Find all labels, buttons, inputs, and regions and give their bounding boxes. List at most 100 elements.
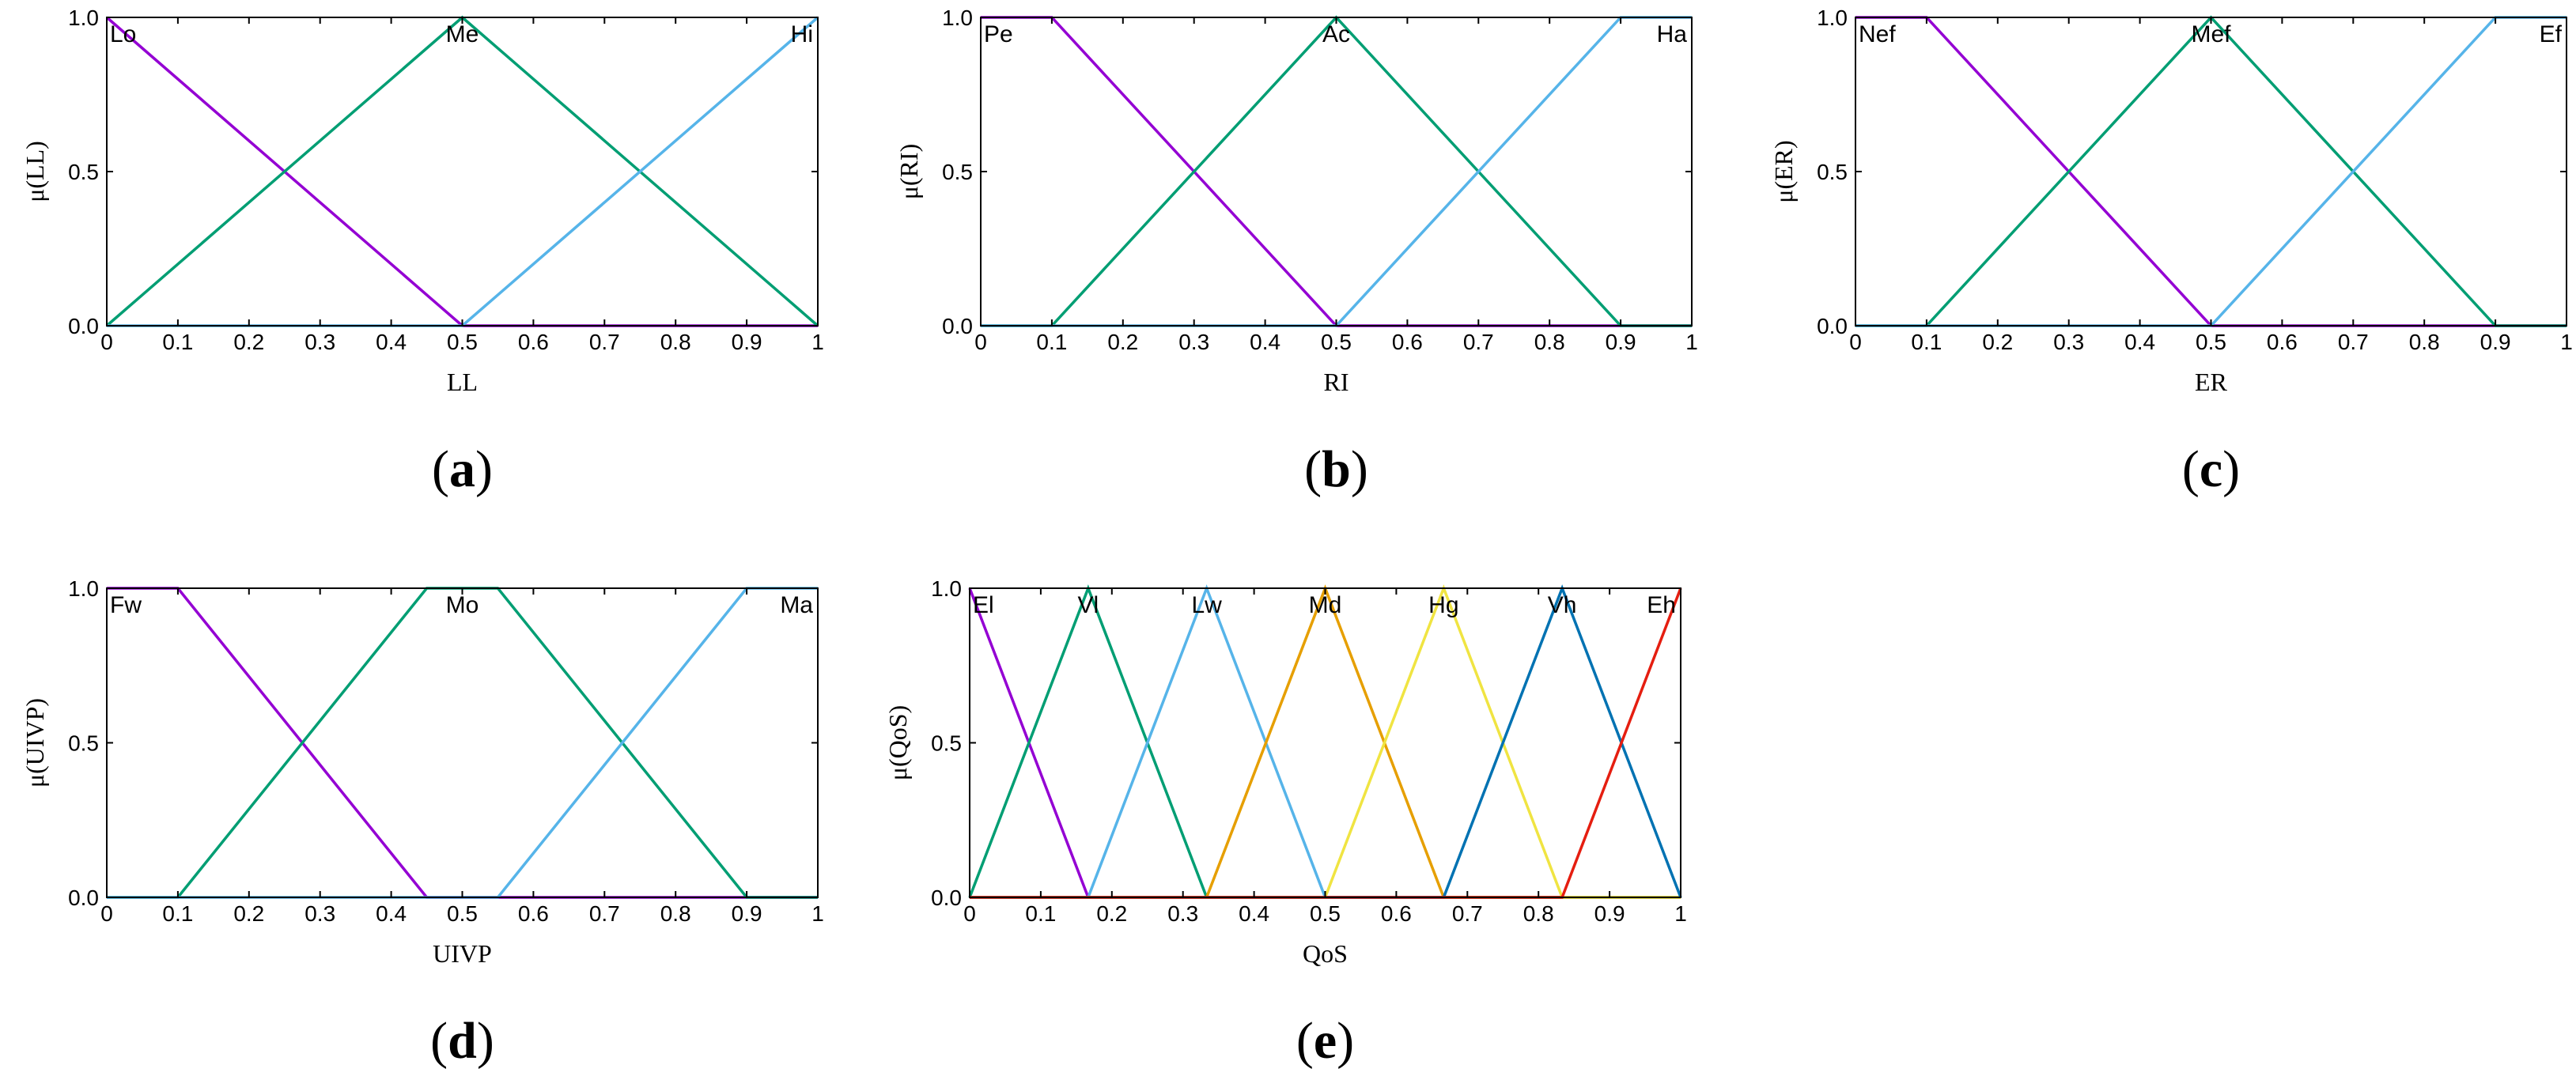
x-tick-label: 0.8 xyxy=(1534,330,1565,354)
chart-panel-e: 0 0.1 0.2 0.3 0.4 0.5 0.6 0.7 0.8 0.9 1 0.0 0.5 1.0 El… xyxy=(883,576,1687,1070)
x-tick-label: 0.9 xyxy=(2480,330,2511,354)
mf-label-lo: Lo xyxy=(110,21,136,47)
y-tick-label: 0.5 xyxy=(68,160,99,184)
x-tick-label: 0.4 xyxy=(376,330,407,354)
x-tick-label: 0.4 xyxy=(1239,901,1269,926)
x-tick-label: 0.5 xyxy=(2196,330,2226,354)
series-line-me xyxy=(105,15,819,327)
chart-panel-a: 0 0.1 0.2 0.3 0.4 0.5 0.6 0.7 0.8 0.9 1 0.0 0.5 1.0 Lo… xyxy=(21,6,824,498)
x-tick-label: 0.9 xyxy=(1594,901,1625,926)
y-axis-label: μ(RI) xyxy=(895,144,923,199)
x-tick-label: 0 xyxy=(100,901,113,926)
series-line-fw xyxy=(107,587,818,899)
panel-caption: (d) xyxy=(430,1012,494,1070)
series-line-hg xyxy=(970,584,1681,899)
chart-panel-b: 0 0.1 0.2 0.3 0.4 0.5 0.6 0.7 0.8 0.9 1 0.0 0.5 1.0 Pe… xyxy=(895,6,1698,498)
mf-label-vh: Vh xyxy=(1548,592,1577,618)
y-tick-label: 0.0 xyxy=(942,314,973,338)
x-tick-label: 0.6 xyxy=(518,330,549,354)
x-tick-label: 0.5 xyxy=(1321,330,1352,354)
x-tick-label: 0.8 xyxy=(1523,901,1554,926)
x-tick-label: 0.7 xyxy=(589,901,620,926)
y-axis-label: μ(QoS) xyxy=(883,705,912,780)
plot-frame xyxy=(106,587,819,898)
x-tick-label: 0.7 xyxy=(589,330,620,354)
x-tick-label: 0.5 xyxy=(1310,901,1341,926)
x-axis-label: ER xyxy=(2195,368,2228,396)
y-axis-label: μ(LL) xyxy=(21,141,49,202)
x-tick-label: 0.1 xyxy=(1911,330,1942,354)
series-line-lw xyxy=(970,584,1681,899)
x-tick-label: 0.8 xyxy=(2409,330,2440,354)
mf-label-ha: Ha xyxy=(1657,21,1688,47)
x-tick-label: 0.1 xyxy=(162,901,193,926)
mf-label-eh: Eh xyxy=(1647,592,1676,618)
series-line-lo xyxy=(105,16,818,327)
x-tick-label: 0.6 xyxy=(1381,901,1412,926)
x-tick-label: 0 xyxy=(974,330,987,354)
series-line-md xyxy=(970,584,1681,899)
series-line-ma xyxy=(107,587,818,899)
chart-panel-c: 0 0.1 0.2 0.3 0.4 0.5 0.6 0.7 0.8 0.9 1 0.0 0.5 1.0 Ne… xyxy=(1769,6,2573,498)
y-tick-label: 0.0 xyxy=(68,886,99,910)
x-axis-label: QoS xyxy=(1303,939,1348,968)
series-line-el xyxy=(968,587,1681,899)
x-tick-label: 0.2 xyxy=(1096,901,1127,926)
y-tick-label: 1.0 xyxy=(68,576,99,601)
panel-caption: (e) xyxy=(1296,1012,1354,1070)
x-tick-label: 0.1 xyxy=(1036,330,1067,354)
x-tick-label: 0.1 xyxy=(162,330,193,354)
y-axis-label: μ(ER) xyxy=(1769,140,1798,202)
x-tick-label: 0.6 xyxy=(2267,330,2298,354)
x-tick-label: 0.9 xyxy=(1606,330,1636,354)
series-line-hi xyxy=(107,16,819,327)
series-line-ef xyxy=(1855,16,2567,327)
series-line-ac xyxy=(981,15,1692,327)
panel-caption: (b) xyxy=(1304,440,1368,498)
y-tick-label: 0.5 xyxy=(942,160,973,184)
x-tick-label: 0.2 xyxy=(233,330,264,354)
x-tick-label: 1 xyxy=(811,330,824,354)
mf-label-el: El xyxy=(973,592,994,618)
y-tick-label: 0.5 xyxy=(1817,160,1848,184)
x-tick-label: 1 xyxy=(1674,901,1687,926)
x-axis-label: UIVP xyxy=(433,939,492,968)
x-tick-label: 0.7 xyxy=(1463,330,1494,354)
x-tick-label: 0.3 xyxy=(305,330,335,354)
plot-frame xyxy=(106,17,819,327)
x-tick-label: 0.9 xyxy=(732,330,762,354)
panel-caption: (a) xyxy=(432,440,493,498)
x-tick-label: 0.8 xyxy=(660,330,691,354)
x-axis-label: LL xyxy=(447,368,478,396)
series-line-mo xyxy=(107,587,818,899)
mf-label-vl: Vl xyxy=(1078,592,1099,618)
y-tick-label: 1.0 xyxy=(931,576,962,601)
x-tick-label: 0.8 xyxy=(660,901,691,926)
y-tick-label: 1.0 xyxy=(942,6,973,30)
mf-label-lw: Lw xyxy=(1191,592,1222,618)
series-line-mef xyxy=(1855,15,2567,327)
x-tick-label: 0.9 xyxy=(732,901,762,926)
x-tick-label: 0.2 xyxy=(1982,330,2013,354)
y-tick-label: 0.5 xyxy=(931,731,962,756)
x-tick-label: 0 xyxy=(1849,330,1862,354)
mf-label-md: Md xyxy=(1309,592,1342,618)
y-tick-label: 0.0 xyxy=(931,886,962,910)
series-line-eh xyxy=(970,587,1682,899)
x-axis-label: RI xyxy=(1324,368,1349,396)
x-tick-label: 1 xyxy=(2560,330,2573,354)
x-tick-label: 0.5 xyxy=(447,330,478,354)
mf-label-mo: Mo xyxy=(446,592,479,618)
x-tick-label: 0.4 xyxy=(376,901,407,926)
y-tick-label: 1.0 xyxy=(1817,6,1848,30)
x-tick-label: 0.6 xyxy=(518,901,549,926)
x-tick-label: 1 xyxy=(811,901,824,926)
mf-label-ef: Ef xyxy=(2540,21,2563,47)
mf-label-ac: Ac xyxy=(1322,21,1350,47)
y-axis-label: μ(UIVP) xyxy=(21,698,49,787)
x-tick-label: 0.3 xyxy=(2053,330,2084,354)
x-tick-label: 0.2 xyxy=(1107,330,1138,354)
plot-frame xyxy=(1855,17,2567,327)
series-line-vl xyxy=(968,584,1681,899)
mf-label-hi: Hi xyxy=(791,21,813,47)
